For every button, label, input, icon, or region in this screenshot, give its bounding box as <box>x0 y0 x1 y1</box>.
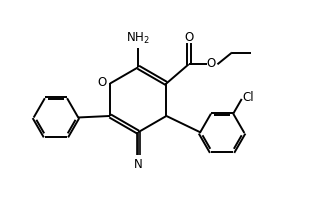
Text: Cl: Cl <box>243 91 254 104</box>
Text: N: N <box>134 158 142 170</box>
Text: O: O <box>207 57 216 70</box>
Text: NH$_2$: NH$_2$ <box>126 31 150 46</box>
Text: O: O <box>184 31 194 44</box>
Text: O: O <box>98 76 107 89</box>
